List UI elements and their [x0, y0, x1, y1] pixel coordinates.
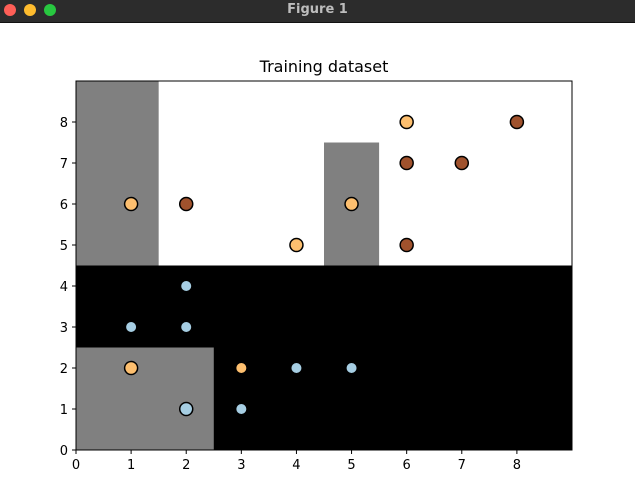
y-tick-label: 5: [60, 239, 68, 254]
maximize-window-button[interactable]: [44, 4, 56, 16]
y-tick-label: 0: [60, 444, 68, 459]
data-point-class-brown-outlined: [399, 237, 414, 253]
chart-title: Training dataset: [259, 57, 389, 76]
x-tick-label: 1: [127, 458, 135, 473]
x-tick-label: 2: [182, 458, 190, 473]
axes-frame: [75, 80, 573, 451]
figure-canvas: 0 1 2 3 4 5 6 7 8 0 1 2 3 4 5 6 7 8 Training dataset: [0, 23, 635, 504]
data-point-class-brown-outlined: [399, 155, 414, 171]
y-tick-label: 2: [60, 362, 68, 377]
close-window-button[interactable]: [4, 4, 16, 16]
window-title: Figure 1: [287, 2, 348, 17]
y-tick-label: 1: [60, 403, 68, 418]
data-point-class-light-blue: [181, 322, 192, 332]
y-tick-label: 6: [60, 198, 68, 213]
data-point-class-orange-outlined: [123, 196, 139, 212]
data-point-class-orange-outlined: [344, 196, 359, 212]
x-tick-label: 6: [403, 458, 411, 473]
data-point-class-light-blue-outlined: [178, 401, 194, 417]
x-tick-label: 8: [513, 458, 521, 473]
data-point-class-orange-outlined: [289, 237, 304, 253]
minimize-window-button[interactable]: [24, 4, 36, 16]
data-point-class-brown-outlined: [178, 196, 194, 212]
data-point-class-light-blue: [181, 281, 192, 291]
x-tick-label: 4: [292, 458, 300, 473]
y-tick-label: 7: [60, 157, 68, 172]
data-point-class-orange: [236, 363, 247, 373]
y-tick-label: 4: [60, 280, 68, 295]
scatter-chart: 0 1 2 3 4 5 6 7 8 0 1 2 3 4 5 6 7 8 Training dataset: [60, 57, 573, 473]
gray-region-left: [76, 81, 159, 266]
data-point-class-light-blue: [291, 363, 302, 373]
data-point-class-brown-outlined: [454, 155, 470, 171]
data-point-class-orange-outlined: [123, 360, 139, 376]
data-point-class-light-blue: [126, 322, 137, 332]
x-tick-label: 3: [237, 458, 245, 473]
x-tick-label: 5: [347, 458, 355, 473]
data-point-class-light-blue: [346, 363, 357, 373]
x-tick-label: 0: [72, 458, 80, 473]
window-titlebar: Figure 1: [0, 0, 635, 23]
y-tick-label: 3: [60, 321, 68, 336]
x-tick-label: 7: [458, 458, 466, 473]
gray-region-bottom: [76, 347, 214, 450]
data-point-class-brown-outlined: [509, 114, 525, 130]
data-point-class-light-blue: [236, 404, 247, 414]
y-tick-label: 8: [60, 116, 68, 131]
data-point-class-orange-outlined: [399, 114, 414, 130]
